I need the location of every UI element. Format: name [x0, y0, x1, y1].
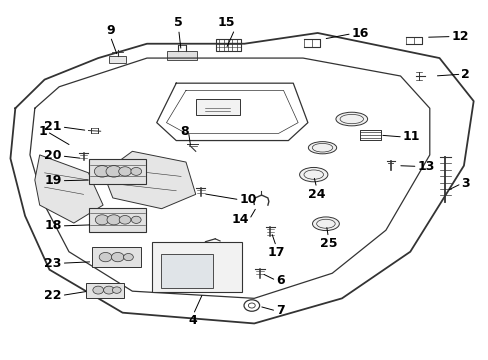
- Circle shape: [131, 216, 141, 224]
- Circle shape: [95, 215, 109, 225]
- Text: 7: 7: [276, 305, 285, 318]
- Circle shape: [112, 287, 121, 293]
- Text: 25: 25: [319, 237, 336, 250]
- Text: 21: 21: [44, 121, 61, 134]
- Ellipse shape: [312, 217, 339, 230]
- Text: 5: 5: [174, 17, 183, 30]
- Text: 4: 4: [188, 315, 197, 328]
- Text: 20: 20: [44, 149, 61, 162]
- Bar: [152, 242, 242, 292]
- Polygon shape: [35, 155, 103, 223]
- Text: 2: 2: [461, 68, 469, 81]
- Ellipse shape: [299, 167, 327, 182]
- Text: 10: 10: [239, 193, 257, 206]
- Text: 6: 6: [276, 274, 284, 287]
- Text: 14: 14: [231, 213, 249, 226]
- Circle shape: [119, 216, 131, 224]
- Circle shape: [106, 166, 122, 177]
- Polygon shape: [103, 151, 195, 209]
- Text: 22: 22: [44, 289, 61, 302]
- Text: 15: 15: [217, 17, 234, 30]
- Text: 23: 23: [44, 257, 61, 270]
- Ellipse shape: [308, 141, 336, 154]
- Circle shape: [107, 215, 121, 225]
- Bar: [86, 283, 124, 298]
- Text: 24: 24: [307, 188, 325, 201]
- Circle shape: [93, 286, 103, 294]
- Text: 8: 8: [180, 125, 188, 138]
- Ellipse shape: [335, 112, 367, 126]
- Bar: [216, 40, 240, 51]
- Circle shape: [99, 252, 112, 262]
- Text: 11: 11: [402, 130, 420, 144]
- Circle shape: [123, 253, 133, 261]
- Text: 17: 17: [267, 246, 285, 259]
- Circle shape: [119, 167, 131, 176]
- Text: 16: 16: [351, 27, 368, 40]
- Text: 1: 1: [38, 125, 47, 138]
- Bar: [160, 253, 213, 288]
- Text: 18: 18: [44, 219, 61, 233]
- Text: 9: 9: [106, 23, 115, 37]
- Text: 12: 12: [451, 30, 468, 43]
- Text: 19: 19: [44, 174, 61, 187]
- Bar: [167, 51, 196, 60]
- Circle shape: [131, 167, 142, 175]
- Bar: [195, 99, 239, 116]
- Bar: [89, 208, 145, 232]
- Circle shape: [103, 286, 114, 294]
- Circle shape: [111, 252, 124, 262]
- Circle shape: [94, 166, 110, 177]
- Bar: [109, 56, 126, 63]
- Text: 13: 13: [417, 160, 434, 173]
- Text: 3: 3: [461, 177, 469, 190]
- Bar: [89, 159, 145, 184]
- Bar: [92, 247, 141, 267]
